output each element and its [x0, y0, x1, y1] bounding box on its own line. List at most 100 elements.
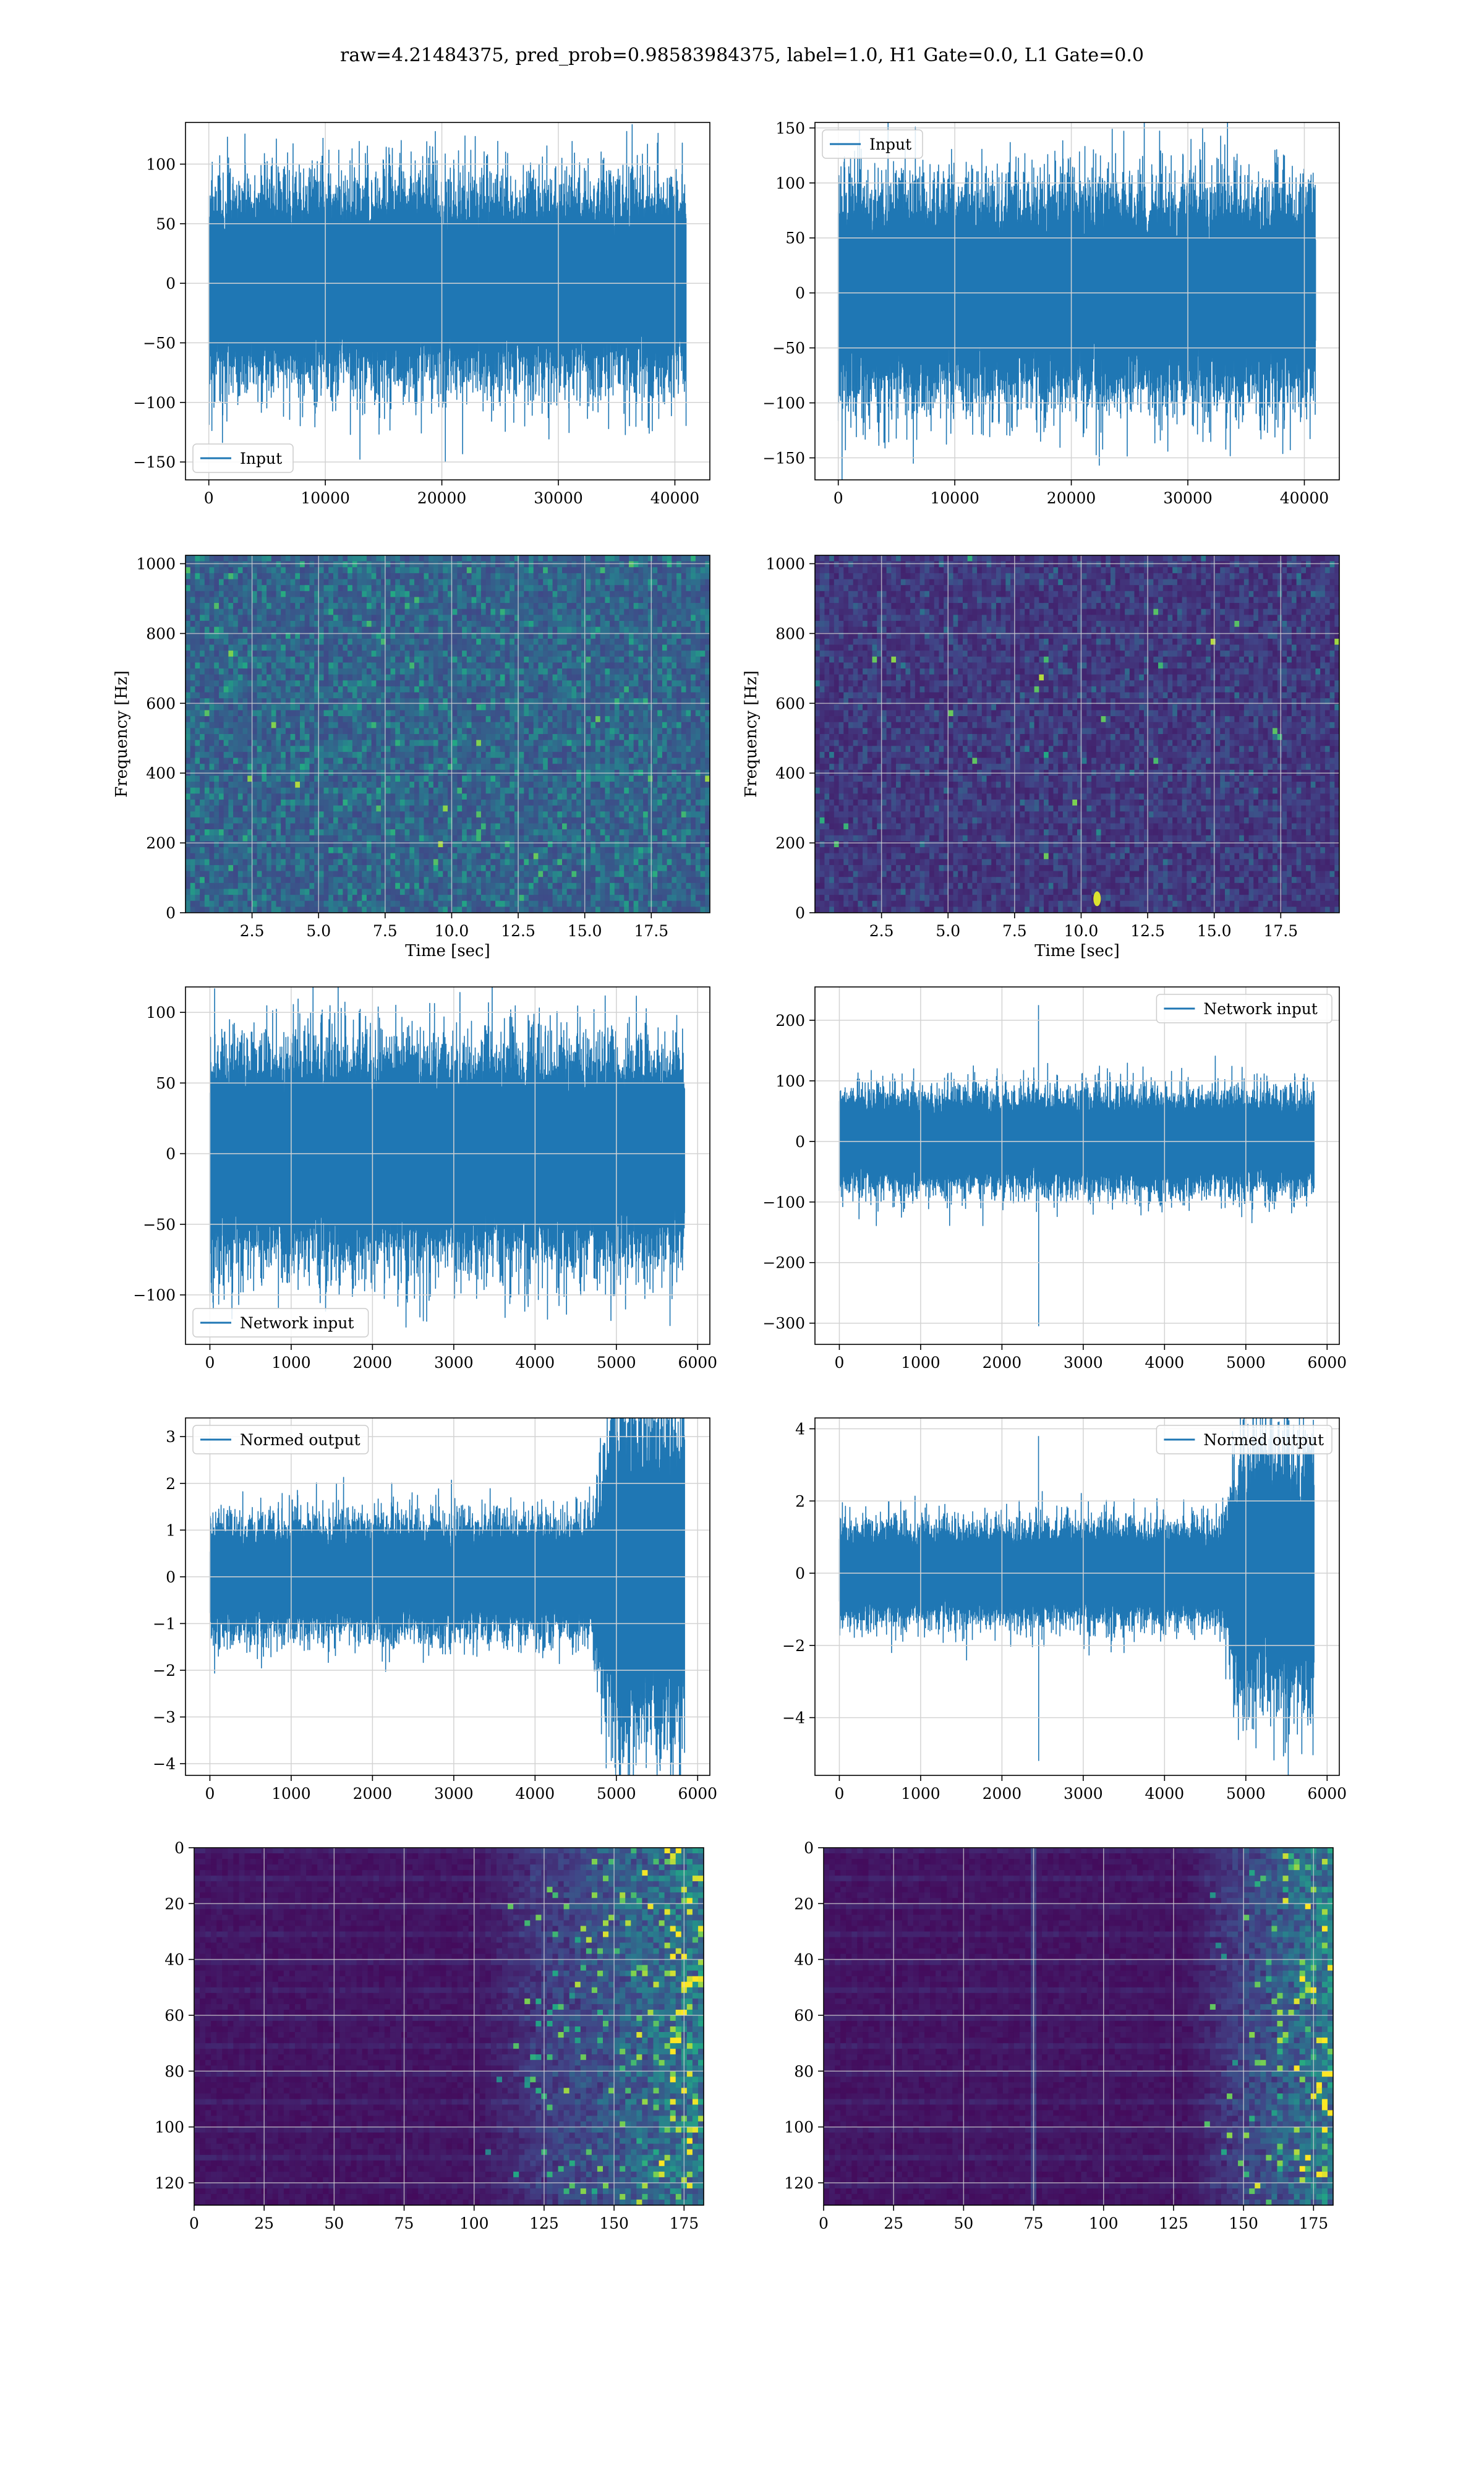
- h1-spectrogram-cell: [419, 662, 424, 668]
- h1-spectrogram-cell: [300, 829, 305, 835]
- h1-spectrogram-cell: [472, 591, 477, 597]
- h1-spectrogram-cell: [486, 853, 491, 860]
- h1-spectrogram-cell: [357, 722, 362, 728]
- h1-spectrogram-cell: [414, 889, 419, 895]
- h1-spectrogram-cell: [205, 657, 210, 663]
- figure-suptitle: raw=4.21484375, pred_prob=0.98583984375,…: [340, 45, 1144, 66]
- h1-spectrogram-cell: [357, 877, 362, 883]
- h1-spectrogram-cell: [567, 859, 572, 865]
- h1-spectrogram-cell: [333, 567, 338, 573]
- h1-spectrogram-cell: [490, 591, 495, 597]
- h1-spectrogram-cell: [453, 728, 458, 734]
- h1-spectrogram-cell: [333, 811, 338, 818]
- h1-spectrogram-cell: [271, 680, 276, 686]
- h1-spectrogram-cell: [514, 841, 519, 847]
- h1-spectrogram-cell: [490, 829, 495, 835]
- h1-spectrogram-cell: [200, 567, 205, 573]
- h1-spectrogram-cell: [214, 841, 219, 847]
- h1-spectrogram-cell: [214, 710, 219, 716]
- h1-spectrogram-cell: [190, 746, 195, 752]
- h1-spectrogram-cell: [553, 579, 558, 586]
- h1-spectrogram-cell: [534, 901, 539, 907]
- h1-spectrogram-cell: [524, 591, 529, 597]
- h1-spectrogram-cell: [419, 615, 424, 621]
- h1-spectrogram-cell: [286, 716, 291, 722]
- h1-spectrogram-cell: [233, 686, 238, 693]
- h1-spectrogram-cell: [271, 818, 276, 824]
- h1-spectrogram-cell: [443, 740, 448, 746]
- h1-spectrogram-cell: [443, 811, 448, 818]
- h1-spectrogram-cell: [486, 865, 491, 871]
- h1-spectrogram-cell: [324, 591, 329, 597]
- h1-spectrogram-cell: [567, 668, 572, 675]
- h1-spectrogram-cell: [376, 889, 381, 895]
- h1-spectrogram-cell: [529, 621, 534, 627]
- h1-spectrogram-cell: [271, 722, 276, 728]
- h1-spectrogram-cell: [514, 668, 519, 675]
- h1-spectrogram-cell: [328, 800, 333, 806]
- h1-spectrogram-cell: [519, 901, 524, 907]
- h1-spectrogram-cell: [510, 841, 514, 847]
- h1-spectrogram-cell: [557, 555, 562, 561]
- h1-spectrogram-cell: [376, 752, 381, 758]
- h1-spectrogram-cell: [476, 775, 481, 782]
- h1-spectrogram-cell: [267, 573, 271, 579]
- h1-spectrogram-cell: [224, 609, 229, 615]
- h1-spectrogram-cell: [443, 680, 448, 686]
- h1-spectrogram-cell: [333, 609, 338, 615]
- h1-spectrogram-cell: [514, 883, 519, 889]
- h1-spectrogram-cell: [419, 889, 424, 895]
- h1-spectrogram-cell: [476, 883, 481, 889]
- h1-spectrogram-cell: [257, 627, 262, 633]
- h1-spectrogram-cell: [252, 847, 257, 853]
- h1-spectrogram-cell: [305, 907, 310, 913]
- h1-spectrogram-cell: [443, 639, 448, 645]
- h1-spectrogram-cell: [457, 901, 462, 907]
- h1-spectrogram-cell: [210, 782, 215, 788]
- h1-spectrogram-cell: [238, 675, 243, 681]
- h1-spectrogram-cell: [495, 693, 500, 699]
- h1-spectrogram-cell: [319, 573, 324, 579]
- h1-spectrogram-cell: [338, 824, 343, 830]
- h1-spectrogram-cell: [419, 609, 424, 615]
- h1-spectrogram-cell: [571, 710, 576, 716]
- h1-spectrogram-cell: [390, 615, 395, 621]
- h1-spectrogram-cell: [524, 639, 529, 645]
- h1-spectrogram-cell: [438, 693, 443, 699]
- h1-spectrogram-cell: [429, 865, 433, 871]
- h1-spectrogram-cell: [553, 686, 558, 693]
- h1-spectrogram-cell: [553, 645, 558, 651]
- h1-spectrogram-cell: [348, 585, 352, 591]
- h1-spectrogram-cell: [462, 824, 467, 830]
- h1-spectrogram-cell: [319, 645, 324, 651]
- h1-spectrogram-cell: [319, 693, 324, 699]
- h1-spectrogram-cell: [453, 734, 458, 740]
- h1-spectrogram-cell: [557, 561, 562, 568]
- h1-spectrogram-cell: [429, 597, 433, 603]
- h1-spectrogram-cell: [429, 800, 433, 806]
- h1-spectrogram-cell: [295, 591, 300, 597]
- h1-spectrogram-cell: [467, 775, 472, 782]
- h1-spectrogram-cell: [300, 824, 305, 830]
- h1-spectrogram-cell: [262, 758, 267, 764]
- h1-spectrogram-cell: [214, 639, 219, 645]
- h1-spectrogram-cell: [262, 651, 267, 657]
- h1-spectrogram-cell: [438, 573, 443, 579]
- h1-spectrogram-cell: [395, 722, 400, 728]
- h1-spectrogram-cell: [476, 668, 481, 675]
- h1-spectrogram-cell: [567, 800, 572, 806]
- h1-spectrogram-cell: [224, 693, 229, 699]
- h1-spectrogram-cell: [424, 597, 429, 603]
- h1-spectrogram-cell: [343, 686, 348, 693]
- h1-spectrogram-cell: [457, 877, 462, 883]
- h1-spectrogram-cell: [453, 853, 458, 860]
- h1-spectrogram-cell: [352, 603, 357, 609]
- h1-spectrogram-cell: [467, 722, 472, 728]
- h1-spectrogram-cell: [538, 907, 543, 913]
- h1-spectrogram-cell: [438, 675, 443, 681]
- h1-spectrogram-cell: [348, 639, 352, 645]
- h1-spectrogram-cell: [276, 782, 281, 788]
- h1-spectrogram-cell: [195, 686, 200, 693]
- h1-spectrogram-cell: [443, 668, 448, 675]
- h1-spectrogram-cell: [348, 800, 352, 806]
